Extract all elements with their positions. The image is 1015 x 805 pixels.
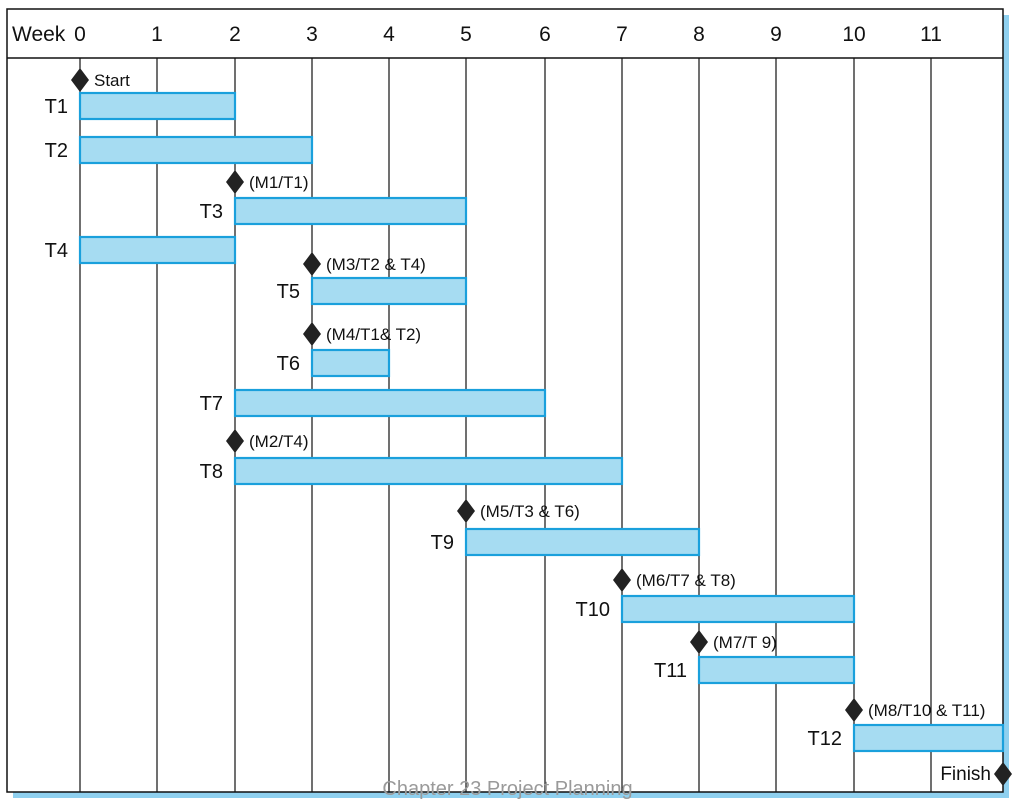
week-tick-4: 4 (383, 23, 395, 46)
week-tick-8: 8 (693, 23, 705, 46)
task-label-t5: T5 (277, 281, 300, 303)
task-label-t11: T11 (654, 660, 687, 682)
week-tick-1: 1 (151, 23, 163, 46)
task-bar-t8 (233, 456, 624, 486)
frame-shadow-right (1003, 15, 1009, 798)
milestone-diamond-4 (226, 429, 244, 453)
task-label-t7: T7 (200, 393, 223, 415)
task-bar-t3 (233, 196, 468, 226)
week-tick-5: 5 (460, 23, 472, 46)
task-bar-t4 (78, 235, 237, 265)
task-bar-t2 (78, 135, 314, 165)
task-label-t6: T6 (277, 353, 300, 375)
axis-label: Week (12, 23, 66, 46)
milestone-label-1: (M1/T1) (249, 173, 309, 192)
milestone-diamond-7 (690, 630, 708, 654)
chapter-footer: Chapter 23 Project Planning (382, 778, 633, 800)
week-tick-7: 7 (616, 23, 628, 46)
week-tick-3: 3 (306, 23, 318, 46)
task-label-t1: T1 (45, 96, 68, 118)
task-bar-t10 (620, 594, 856, 624)
task-label-t9: T9 (431, 532, 454, 554)
task-bar-t6 (310, 348, 391, 378)
milestone-diamond-1 (226, 170, 244, 194)
milestone-label-5: (M5/T3 & T6) (480, 502, 580, 521)
task-bar-t7 (233, 388, 547, 418)
milestone-diamond-3 (303, 322, 321, 346)
frame-shadow-bottom (13, 792, 1009, 798)
week-tick-0: 0 (74, 23, 86, 46)
task-label-t12: T12 (808, 728, 842, 750)
task-label-t3: T3 (200, 201, 223, 223)
week-tick-11: 11 (920, 23, 942, 46)
milestone-label-4: (M2/T4) (249, 432, 309, 451)
milestone-label-8: (M8/T10 & T11) (868, 701, 985, 720)
task-label-t8: T8 (200, 461, 223, 483)
task-bar-t1 (78, 91, 237, 121)
milestone-diamond-9 (994, 762, 1012, 786)
week-tick-10: 10 (842, 23, 865, 46)
milestone-label-2: (M3/T2 & T4) (326, 255, 426, 274)
task-label-t2: T2 (45, 140, 68, 162)
task-label-t4: T4 (45, 240, 68, 262)
milestone-diamond-2 (303, 252, 321, 276)
milestone-diamond-0 (71, 68, 89, 92)
task-bar-t5 (310, 276, 468, 306)
week-tick-6: 6 (539, 23, 551, 46)
milestone-diamond-8 (845, 698, 863, 722)
week-tick-9: 9 (770, 23, 782, 46)
milestone-label-0: Start (94, 71, 130, 90)
task-bar-t9 (464, 527, 701, 557)
milestone-label-6: (M6/T7 & T8) (636, 571, 736, 590)
milestone-diamond-5 (457, 499, 475, 523)
task-bar-t11 (697, 655, 856, 685)
milestone-label-7: (M7/T 9) (713, 633, 777, 652)
milestone-label-9: Finish (940, 764, 991, 785)
milestone-diamond-6 (613, 568, 631, 592)
task-bar-t12 (852, 723, 1005, 753)
week-tick-2: 2 (229, 23, 241, 46)
milestone-label-3: (M4/T1& T2) (326, 325, 421, 344)
task-label-t10: T10 (576, 599, 610, 621)
